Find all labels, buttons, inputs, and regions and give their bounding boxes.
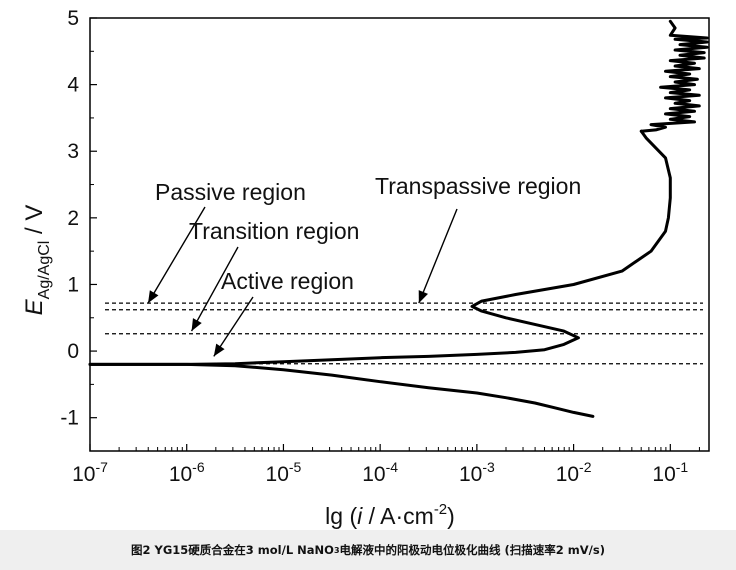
annotation-label: Transition region <box>189 218 359 244</box>
series-line <box>88 362 595 418</box>
x-tick-label: 10-5 <box>266 459 302 486</box>
y-tick-label: 1 <box>67 273 79 296</box>
data-series <box>88 19 709 418</box>
x-tick-label: 10-4 <box>362 459 398 486</box>
y-axis-label: EAg/AgCl / V <box>21 205 53 316</box>
annotation-arrow <box>190 246 239 332</box>
caption-prefix: 图2 YG15硬质合金在3 mol/L NaNO <box>131 543 334 557</box>
annotation-arrow <box>147 206 206 304</box>
caption-suffix: 电解液中的阳极动电位极化曲线 (扫描速率2 mV/s) <box>339 543 605 557</box>
caption-subscript: 3 <box>333 545 340 555</box>
y-tick-label: 3 <box>67 140 79 163</box>
x-tick-label: 10-7 <box>72 459 108 486</box>
polarization-chart: 10-7 10-6 10-5 10-4 10-3 10-2 10-1 -1 0 1 2 3 4 5 Pas… <box>21 7 710 529</box>
series-line <box>639 19 709 133</box>
annotation-label: Transpassive region <box>375 173 581 199</box>
annotation-label: Active region <box>221 268 354 294</box>
annotation-arrowhead <box>148 290 159 304</box>
annotation-arrowhead <box>191 318 202 332</box>
axis-ticks: 10-7 10-6 10-5 10-4 10-3 10-2 10-1 -1 0 1 2 3 4 5 <box>60 7 700 486</box>
y-tick-label: 5 <box>67 7 79 30</box>
annotations: Passive region Transition region Active re… <box>147 173 581 357</box>
series-line <box>88 129 672 366</box>
y-tick-label: 2 <box>67 207 79 230</box>
x-tick-label: 10-3 <box>459 459 495 486</box>
y-tick-label: 0 <box>67 340 79 363</box>
annotation-arrowhead <box>213 343 225 357</box>
y-tick-label: 4 <box>67 74 79 97</box>
plot-frame <box>89 17 710 452</box>
x-tick-label: 10-2 <box>556 459 592 486</box>
reference-lines <box>105 302 703 365</box>
x-axis-label: lg (i / A·cm-2) <box>325 501 455 529</box>
figure-caption: 图2 YG15硬质合金在3 mol/L NaNO 3 电解液中的阳极动电位极化曲线 … <box>0 530 736 570</box>
x-tick-label: 10-1 <box>652 459 688 486</box>
annotation-label: Passive region <box>155 179 306 205</box>
annotation-arrowhead <box>418 290 428 304</box>
x-tick-label: 10-6 <box>169 459 205 486</box>
annotation-arrow <box>418 208 458 304</box>
y-tick-label: -1 <box>60 407 79 430</box>
